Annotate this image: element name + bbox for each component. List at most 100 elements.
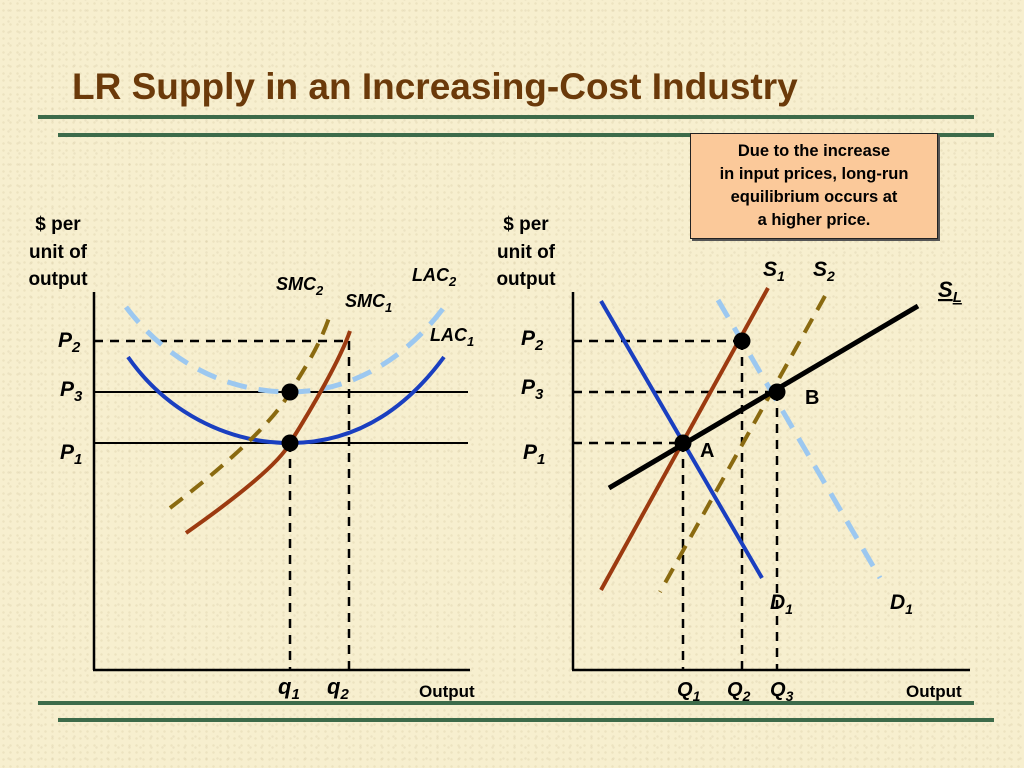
right-x-label: Output bbox=[906, 682, 962, 701]
right-y-label-1: $ per bbox=[503, 214, 549, 235]
point-a-label: A bbox=[700, 440, 714, 462]
sl-label: S bbox=[938, 277, 953, 302]
s2-label: S bbox=[813, 258, 827, 281]
sl-sub: L bbox=[953, 289, 962, 306]
svg-text:Q3: Q3 bbox=[770, 679, 794, 704]
right-p3-label: P bbox=[521, 376, 536, 399]
svg-text:P2: P2 bbox=[521, 327, 544, 354]
point-b-label: B bbox=[805, 387, 819, 409]
svg-text:$ per: $ per bbox=[503, 214, 549, 235]
lac2-sub: 2 bbox=[448, 274, 457, 289]
lac2-curve bbox=[124, 304, 448, 395]
svg-text:q2: q2 bbox=[327, 674, 349, 703]
right-point-p2 bbox=[733, 332, 751, 350]
svg-text:output: output bbox=[28, 269, 88, 290]
svg-text:S2: S2 bbox=[813, 258, 835, 284]
svg-text:unit of: unit of bbox=[29, 242, 88, 263]
right-panel: $ per unit of output P2 P3 P1 S1 S2 SL D… bbox=[496, 214, 970, 704]
footer-rule-top bbox=[38, 701, 974, 705]
explanation-callout: Due to the increase in input prices, lon… bbox=[690, 133, 938, 239]
svg-text:SMC1: SMC1 bbox=[345, 291, 392, 315]
left-p2-sub: 2 bbox=[71, 339, 81, 356]
svg-text:Output: Output bbox=[906, 682, 962, 701]
svg-text:P3: P3 bbox=[60, 378, 83, 405]
title-rule-top bbox=[38, 115, 974, 119]
left-q2-label: q bbox=[327, 674, 341, 699]
right-q2-label: Q bbox=[727, 679, 743, 701]
smc1-curve bbox=[184, 330, 352, 535]
right-p2-label: P bbox=[521, 327, 536, 350]
svg-text:LAC1: LAC1 bbox=[430, 325, 474, 349]
svg-text:SMC2: SMC2 bbox=[276, 274, 324, 298]
d1-solid-sub: 1 bbox=[785, 601, 793, 617]
svg-text:P1: P1 bbox=[523, 441, 545, 468]
right-point-a bbox=[674, 434, 692, 452]
right-q1-sub: 1 bbox=[693, 688, 701, 704]
right-p2-sub: 2 bbox=[534, 337, 544, 354]
svg-text:S1: S1 bbox=[763, 258, 785, 284]
left-p1-sub: 1 bbox=[74, 451, 82, 468]
s2-sub: 2 bbox=[826, 268, 835, 284]
left-x-label: Output bbox=[419, 682, 475, 701]
callout-line-4: a higher price. bbox=[757, 211, 871, 229]
svg-text:q1: q1 bbox=[278, 674, 300, 703]
svg-text:D1: D1 bbox=[770, 591, 793, 617]
left-q2-sub: 2 bbox=[339, 686, 349, 703]
smc1-label: SMC bbox=[345, 291, 386, 311]
svg-text:output: output bbox=[496, 269, 556, 290]
svg-text:Output: Output bbox=[419, 682, 475, 701]
d2-curve bbox=[715, 298, 883, 580]
left-p1-label: P bbox=[60, 441, 75, 464]
svg-text:SL: SL bbox=[938, 277, 962, 306]
svg-text:unit of: unit of bbox=[497, 242, 556, 263]
right-point-b bbox=[768, 383, 786, 401]
left-panel: $ per unit of output P2 P3 P1 SMC2 SMC1 … bbox=[28, 214, 475, 703]
page-title: LR Supply in an Increasing-Cost Industry bbox=[72, 66, 798, 107]
smc2-curve bbox=[168, 314, 332, 510]
left-p2-label: P bbox=[58, 329, 73, 352]
left-p3-sub: 3 bbox=[74, 388, 83, 405]
left-q1-label: q bbox=[278, 674, 292, 699]
right-y-label-3: output bbox=[496, 269, 556, 290]
svg-text:LAC2: LAC2 bbox=[412, 265, 457, 289]
right-q3-sub: 3 bbox=[786, 688, 794, 704]
long-run-supply-curve bbox=[607, 303, 920, 491]
left-y-label-1: $ per bbox=[35, 214, 81, 235]
title-rule-bottom bbox=[58, 133, 994, 137]
d1-dashed-label: D bbox=[890, 591, 905, 614]
right-q1-label: Q bbox=[677, 679, 693, 701]
right-p1-label: P bbox=[523, 441, 538, 464]
left-y-label-2: unit of bbox=[29, 242, 88, 263]
svg-text:D1: D1 bbox=[890, 591, 913, 617]
svg-text:Q1: Q1 bbox=[677, 679, 701, 704]
right-y-label-2: unit of bbox=[497, 242, 556, 263]
svg-text:$ per: $ per bbox=[35, 214, 81, 235]
s1-label: S bbox=[763, 258, 777, 281]
svg-text:Q2: Q2 bbox=[727, 679, 751, 704]
footer-rule-bottom bbox=[58, 718, 994, 722]
left-q1-sub: 1 bbox=[291, 686, 299, 703]
s2-curve bbox=[658, 295, 827, 593]
right-q2-sub: 2 bbox=[742, 688, 751, 704]
smc1-sub: 1 bbox=[385, 300, 392, 315]
d1-dashed-sub: 1 bbox=[905, 601, 913, 617]
lac2-label: LAC bbox=[412, 265, 450, 285]
d1-solid-label: D bbox=[770, 591, 785, 614]
left-point-p3 bbox=[281, 383, 299, 401]
svg-text:P2: P2 bbox=[58, 329, 81, 356]
right-q3-label: Q bbox=[770, 679, 786, 701]
left-y-label-3: output bbox=[28, 269, 88, 290]
lac1-label: LAC bbox=[430, 325, 468, 345]
callout-line-1: Due to the increase bbox=[737, 142, 891, 160]
s1-sub: 1 bbox=[777, 268, 785, 284]
right-p1-sub: 1 bbox=[537, 451, 545, 468]
callout-line-3: equilibrium occurs at bbox=[730, 188, 898, 206]
left-point-p1 bbox=[281, 434, 299, 452]
svg-text:P1: P1 bbox=[60, 441, 82, 468]
callout-line-2: in input prices, long-run bbox=[719, 165, 909, 183]
smc2-label: SMC bbox=[276, 274, 317, 294]
right-p3-sub: 3 bbox=[535, 386, 544, 403]
smc2-sub: 2 bbox=[315, 283, 324, 298]
svg-text:P3: P3 bbox=[521, 376, 544, 403]
